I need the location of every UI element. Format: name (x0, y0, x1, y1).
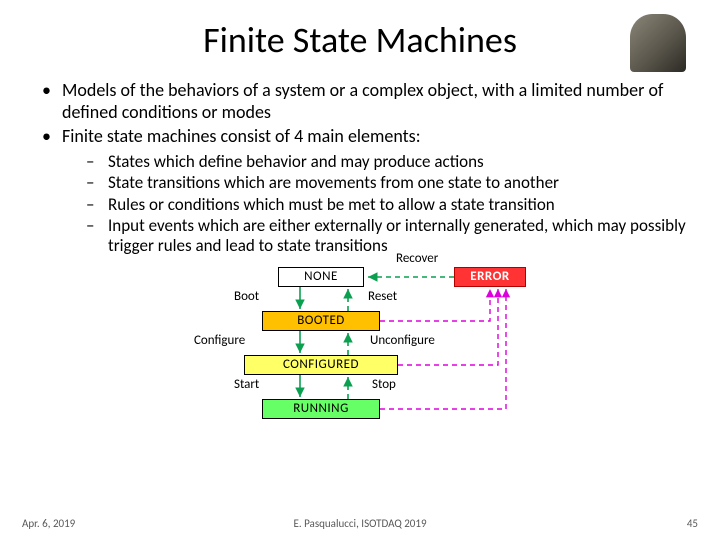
corner-image (630, 14, 686, 72)
bullet-item: Finite state machines consist of 4 main … (40, 126, 686, 148)
sub-bullet-item: Input events which are either externally… (86, 216, 686, 257)
state-configured: CONFIGURED (244, 355, 398, 375)
sub-bullet-list: States which define behavior and may pro… (86, 152, 686, 257)
edge-label-boot: Boot (234, 289, 259, 304)
edge-label-stop: Stop (372, 377, 396, 392)
state-running: RUNNING (262, 399, 380, 419)
edge-label-configure: Configure (194, 333, 245, 348)
sub-bullet-item: Rules or conditions which must be met to… (86, 195, 686, 215)
bullet-item: Models of the behaviors of a system or a… (40, 80, 686, 124)
edge-label-start: Start (234, 377, 259, 392)
state-none: NONE (278, 267, 364, 287)
bullet-list: Models of the behaviors of a system or a… (40, 80, 686, 148)
state-error: ERROR (454, 267, 526, 287)
page-number: 45 (687, 517, 698, 530)
sub-bullet-item: States which define behavior and may pro… (86, 152, 686, 172)
fsm-diagram: NONE ERROR BOOTED CONFIGURED RUNNING Rec… (180, 263, 540, 443)
edge-label-reset: Reset (368, 289, 397, 304)
edge-label-unconfigure: Unconfigure (370, 333, 435, 348)
footer-source: E. Pasqualucci, ISOTDAQ 2019 (0, 517, 720, 530)
page-title: Finite State Machines (34, 18, 686, 62)
state-booted: BOOTED (262, 311, 380, 331)
edge-label-recover: Recover (396, 251, 438, 266)
sub-bullet-item: State transitions which are movements fr… (86, 173, 686, 193)
